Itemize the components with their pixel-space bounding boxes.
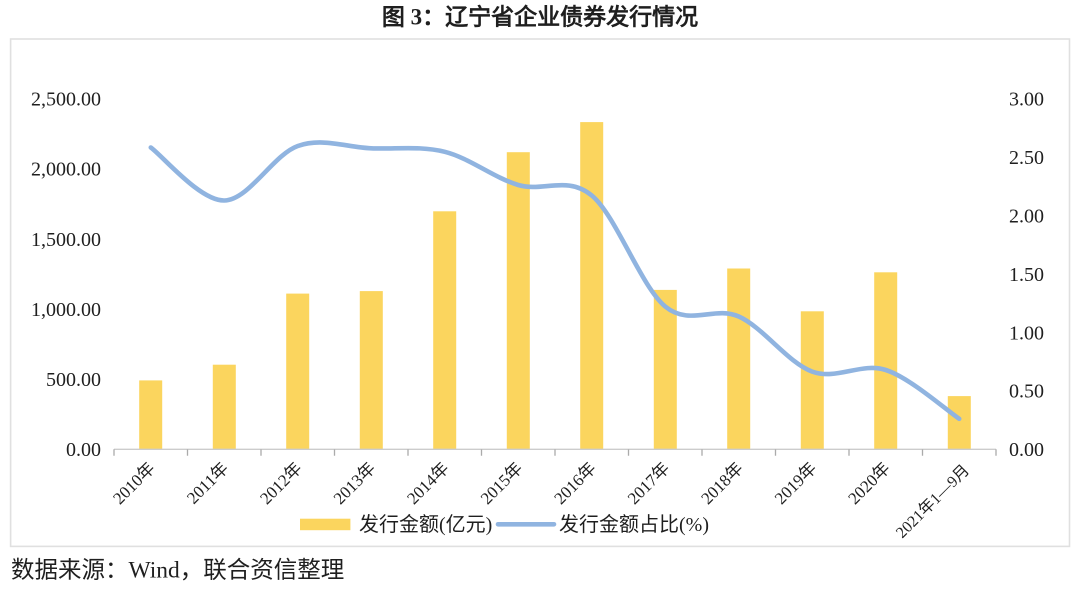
svg-text:发行金额(亿元): 发行金额(亿元) (359, 513, 492, 536)
svg-text:2018年: 2018年 (697, 459, 746, 508)
svg-text:2015年: 2015年 (477, 459, 526, 508)
svg-text:1.00: 1.00 (1009, 322, 1044, 344)
svg-text:0.00: 0.00 (66, 439, 101, 461)
svg-text:0.50: 0.50 (1009, 381, 1044, 403)
svg-text:2013年: 2013年 (330, 459, 379, 508)
svg-text:发行金额占比(%): 发行金额占比(%) (559, 513, 709, 536)
svg-text:2019年: 2019年 (771, 459, 820, 508)
svg-text:2012年: 2012年 (256, 459, 305, 508)
svg-text:2.50: 2.50 (1009, 147, 1044, 169)
svg-text:图 3：辽宁省企业债券发行情况: 图 3：辽宁省企业债券发行情况 (382, 4, 698, 30)
svg-text:2017年: 2017年 (624, 459, 673, 508)
svg-text:数据来源：Wind，联合资信整理: 数据来源：Wind，联合资信整理 (11, 557, 344, 584)
svg-text:2,000.00: 2,000.00 (31, 159, 101, 181)
svg-text:2,500.00: 2,500.00 (31, 89, 101, 111)
svg-text:2021年1—9月: 2021年1—9月 (892, 461, 973, 542)
svg-text:2.00: 2.00 (1009, 205, 1044, 227)
svg-text:500.00: 500.00 (46, 369, 101, 391)
svg-text:1,000.00: 1,000.00 (31, 299, 101, 321)
svg-text:3.00: 3.00 (1009, 89, 1044, 111)
svg-text:2016年: 2016年 (550, 459, 599, 508)
svg-text:1.50: 1.50 (1009, 264, 1044, 286)
svg-text:1,500.00: 1,500.00 (31, 229, 101, 251)
svg-text:2014年: 2014年 (403, 459, 452, 508)
svg-text:2011年: 2011年 (183, 459, 232, 508)
svg-text:2010年: 2010年 (109, 459, 158, 508)
svg-text:2020年: 2020年 (844, 459, 893, 508)
svg-text:0.00: 0.00 (1009, 439, 1044, 461)
